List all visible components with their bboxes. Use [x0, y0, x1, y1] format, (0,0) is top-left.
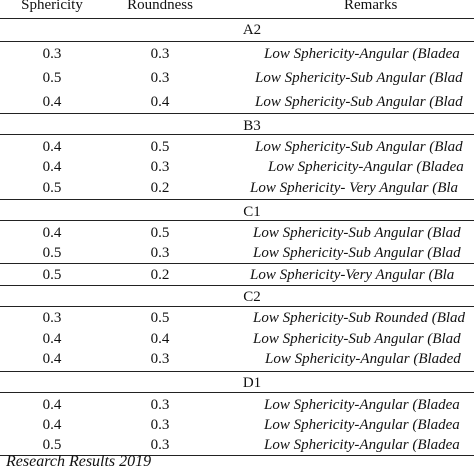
cell-roundness: 0.5 — [150, 139, 170, 155]
cell-sphericity: 0.4 — [42, 159, 62, 175]
group-rule — [0, 285, 474, 286]
group-rule — [0, 371, 474, 372]
group-label-c1: C1 — [243, 204, 261, 220]
group-label-c2: C2 — [243, 289, 261, 305]
group-label-a2: A2 — [242, 22, 262, 38]
group-label-d1: D1 — [242, 375, 262, 391]
cell-roundness: 0.2 — [150, 180, 170, 196]
cell-roundness: 0.3 — [150, 437, 170, 453]
cell-sphericity: 0.5 — [42, 437, 62, 453]
cell-sphericity: 0.4 — [42, 417, 62, 433]
header-roundness: Roundness — [127, 0, 193, 13]
cell-roundness: 0.5 — [150, 225, 170, 241]
group-rule — [0, 113, 474, 114]
cell-roundness: 0.3 — [150, 159, 170, 175]
cell-remarks: Low Sphericity-Angular (Bladed — [265, 351, 461, 367]
row-rule — [0, 263, 474, 264]
cell-remarks: Low Sphericity-Sub Angular (Blad — [253, 331, 461, 347]
cell-sphericity: 0.5 — [42, 245, 62, 261]
group-rule — [0, 41, 474, 42]
cell-sphericity: 0.4 — [42, 331, 62, 347]
cell-remarks: Low Sphericity-Sub Angular (Blad — [255, 139, 463, 155]
cell-roundness: 0.3 — [150, 417, 170, 433]
cell-sphericity: 0.4 — [42, 397, 62, 413]
group-rule — [0, 199, 474, 200]
source-caption: Research Results 2019 — [6, 453, 152, 470]
cell-remarks: Low Sphericity-Angular (Bladea — [264, 417, 460, 433]
header-rule — [0, 18, 474, 19]
cell-remarks: Low Sphericity-Very Angular (Bla — [250, 267, 455, 283]
cell-sphericity: 0.5 — [42, 70, 62, 86]
header-sphericity: Sphericity — [21, 0, 83, 13]
cell-sphericity: 0.4 — [42, 225, 62, 241]
cell-remarks: Low Sphericity-Sub Angular (Blad — [255, 70, 463, 86]
cell-roundness: 0.3 — [150, 245, 170, 261]
cell-roundness: 0.4 — [150, 331, 170, 347]
cell-sphericity: 0.3 — [42, 46, 62, 62]
group-rule — [0, 134, 474, 135]
cell-remarks: Low Sphericity-Angular (Bladea — [268, 159, 464, 175]
cell-roundness: 0.2 — [150, 267, 170, 283]
cell-roundness: 0.3 — [150, 397, 170, 413]
cell-remarks: Low Sphericity-Angular (Bladea — [264, 437, 460, 453]
cell-roundness: 0.4 — [150, 94, 170, 110]
cell-sphericity: 0.4 — [42, 139, 62, 155]
cell-remarks: Low Sphericity-Sub Angular (Blad — [255, 94, 463, 110]
group-label-b3: B3 — [243, 118, 261, 134]
cell-sphericity: 0.5 — [42, 180, 62, 196]
cell-remarks: Low Sphericity-Sub Angular (Blad — [253, 225, 461, 241]
group-rule — [0, 220, 474, 221]
cell-sphericity: 0.4 — [42, 351, 62, 367]
cell-sphericity: 0.3 — [42, 310, 62, 326]
cell-roundness: 0.3 — [150, 351, 170, 367]
cell-sphericity: 0.4 — [42, 94, 62, 110]
cell-roundness: 0.3 — [150, 70, 170, 86]
header-remarks: Remarks — [344, 0, 398, 13]
group-rule — [0, 392, 474, 393]
cell-remarks: Low Sphericity- Very Angular (Bla — [250, 180, 459, 196]
cell-roundness: 0.5 — [150, 310, 170, 326]
cell-remarks: Low Sphericity-Sub Rounded (Blad — [253, 310, 466, 326]
cell-sphericity: 0.5 — [42, 267, 62, 283]
cell-remarks: Low Sphericity-Angular (Bladea — [264, 46, 460, 62]
cell-remarks: Low Sphericity-Angular (Bladea — [264, 397, 460, 413]
group-rule — [0, 306, 474, 307]
table-bottom-rule — [0, 455, 474, 456]
cell-remarks: Low Sphericity-Sub Angular (Blad — [253, 245, 461, 261]
cell-roundness: 0.3 — [150, 46, 170, 62]
